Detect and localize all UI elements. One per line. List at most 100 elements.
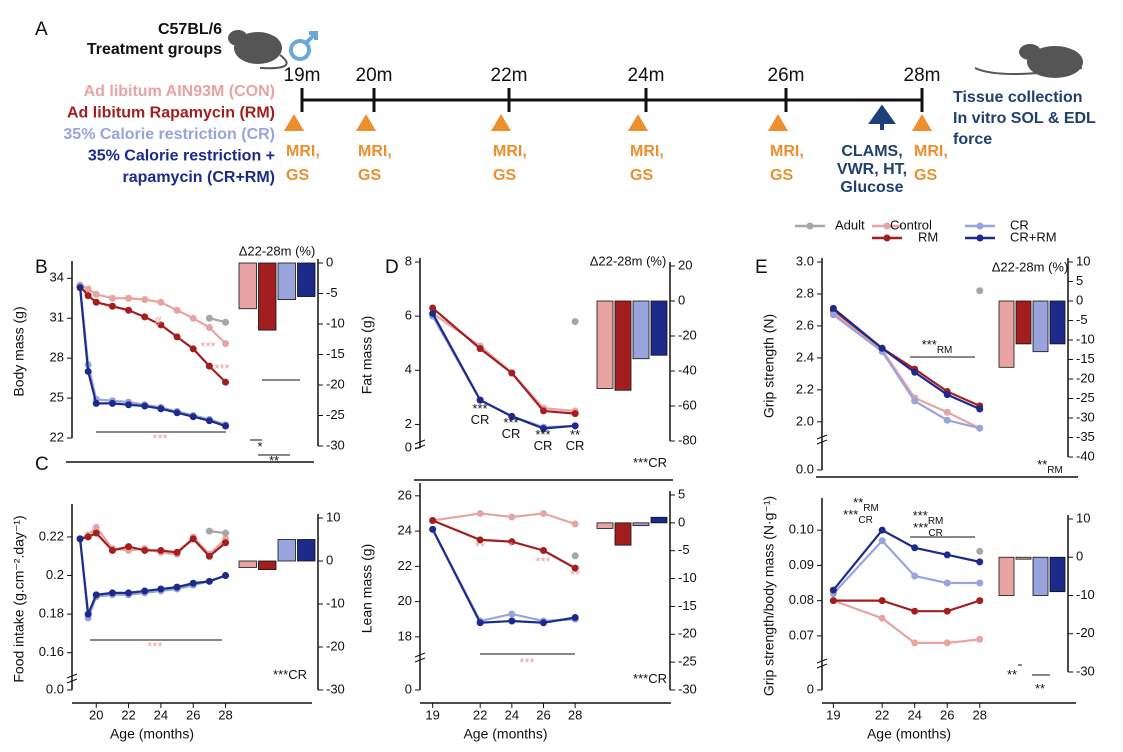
- data-point: [125, 589, 133, 597]
- data-point: [571, 410, 579, 418]
- y-tick-label: 0.0: [46, 681, 64, 696]
- data-point: [976, 597, 984, 605]
- data-point: [943, 416, 951, 424]
- y-tick-label: 18: [398, 628, 412, 643]
- groups-title: Treatment groups: [87, 41, 222, 58]
- y-tick-label: 20: [398, 593, 412, 608]
- annotation: **: [475, 539, 485, 554]
- data-point: [571, 520, 579, 528]
- panel-letter: A: [35, 19, 48, 40]
- y2-tick-label: 0: [678, 292, 685, 307]
- bar: [596, 300, 614, 389]
- annotation-text: ***: [843, 507, 858, 522]
- y-tick-label: 2.2: [796, 381, 814, 396]
- event-marker: [768, 114, 788, 131]
- y-tick-label: 34: [50, 270, 64, 285]
- annotation: CR: [534, 438, 553, 453]
- y2-tick-label: -20: [678, 327, 697, 342]
- data-point: [571, 422, 579, 430]
- y-tick-label: 4: [405, 362, 412, 377]
- data-point: [943, 408, 951, 416]
- bar: [632, 522, 650, 527]
- x-tick-label: 19: [826, 707, 840, 722]
- annotation: ***RM: [922, 337, 953, 355]
- event-marker: [284, 114, 304, 131]
- data-point: [508, 412, 516, 420]
- data-point: [173, 548, 181, 556]
- event-label: GS: [286, 167, 309, 184]
- data-point: [205, 552, 213, 560]
- extra-label: Glucose: [840, 179, 903, 196]
- data-point: [911, 572, 919, 580]
- annotation: ***CR: [633, 671, 667, 686]
- timepoint-label: 19m: [284, 65, 321, 86]
- annotation: **: [570, 567, 580, 582]
- y-axis-label: Lean mass (g): [359, 544, 375, 633]
- data-point: [205, 314, 213, 322]
- y2-tick-label: 0: [326, 254, 333, 269]
- y2-tick-label: -10: [678, 570, 697, 585]
- annotation: ***: [200, 339, 215, 354]
- data-point: [189, 535, 197, 543]
- y-tick-label: 0.0: [796, 461, 814, 476]
- data-point: [911, 368, 919, 376]
- y2-tick-label: -40: [1076, 448, 1095, 463]
- data-point: [943, 607, 951, 615]
- timepoint-label: 26m: [768, 65, 805, 86]
- data-point: [943, 579, 951, 587]
- event-label: MRI,: [286, 143, 320, 160]
- annotation: CR: [471, 412, 490, 427]
- data-point: [829, 597, 837, 605]
- extra-label: VWR, HT,: [837, 161, 907, 178]
- x-tick-label: 24: [907, 707, 921, 722]
- y-tick-label: 25: [50, 390, 64, 405]
- data-point: [429, 304, 437, 312]
- data-point: [205, 324, 213, 332]
- data-point: [157, 585, 165, 593]
- y2-tick-label: -15: [1076, 351, 1095, 366]
- bar: [1049, 556, 1066, 593]
- annotation: ***: [472, 401, 487, 416]
- timepoint-label: 24m: [628, 65, 665, 86]
- annotation-text: **: [853, 495, 863, 510]
- y-tick-label: 2.6: [796, 317, 814, 332]
- annotation: ***: [535, 554, 550, 569]
- extra-marker: [868, 104, 896, 130]
- data-point: [508, 513, 516, 521]
- data-point: [976, 579, 984, 587]
- annotation: **: [1007, 667, 1017, 682]
- data-point: [540, 619, 547, 627]
- annotation-text: **: [570, 567, 580, 582]
- data-point: [108, 589, 116, 597]
- data-point: [92, 523, 100, 531]
- data-point: [911, 607, 919, 615]
- bar: [632, 300, 650, 360]
- bar: [258, 262, 277, 331]
- y-tick-label: 28: [50, 350, 64, 365]
- series-line: [432, 519, 576, 570]
- data-point: [878, 537, 886, 545]
- data-point: [125, 401, 133, 409]
- annotation: **: [269, 453, 279, 468]
- data-point: [84, 533, 92, 541]
- annotation-sub: RM: [1047, 465, 1063, 476]
- y2-tick-label: 0: [1076, 292, 1083, 307]
- data-point: [540, 407, 547, 415]
- data-point: [508, 369, 516, 377]
- y2-tick-label: 5: [678, 486, 685, 501]
- annotation-text: CR: [566, 438, 585, 453]
- data-point: [141, 546, 149, 554]
- event-label: GS: [358, 167, 381, 184]
- x-tick-label: 22: [473, 707, 487, 722]
- series-line: [432, 312, 576, 413]
- annotation-text: ***: [535, 554, 550, 569]
- x-tick-label: 26: [186, 707, 200, 722]
- mouse-icon: [228, 30, 288, 70]
- y2-tick-label: -20: [1076, 625, 1095, 640]
- data-point: [222, 340, 230, 348]
- data-point: [476, 619, 484, 627]
- event-label: GS: [770, 167, 793, 184]
- data-point: [829, 586, 837, 594]
- panel-letter: D: [385, 257, 399, 278]
- x-tick-label: 24: [154, 707, 168, 722]
